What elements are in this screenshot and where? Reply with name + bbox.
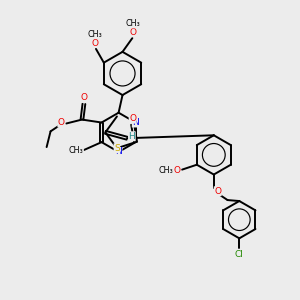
Text: N: N <box>132 118 139 127</box>
Text: CH₃: CH₃ <box>126 19 141 28</box>
Text: O: O <box>129 114 136 123</box>
Text: O: O <box>58 118 65 127</box>
Text: S: S <box>114 144 120 153</box>
Text: CH₃: CH₃ <box>158 166 173 175</box>
Text: N: N <box>115 148 122 157</box>
Text: CH₃: CH₃ <box>69 146 83 155</box>
Text: H: H <box>128 132 135 141</box>
Text: O: O <box>92 38 98 47</box>
Text: Cl: Cl <box>235 250 244 259</box>
Text: O: O <box>214 187 221 196</box>
Text: CH₃: CH₃ <box>88 30 102 39</box>
Text: O: O <box>174 166 181 175</box>
Text: O: O <box>80 94 87 103</box>
Text: O: O <box>130 28 137 37</box>
